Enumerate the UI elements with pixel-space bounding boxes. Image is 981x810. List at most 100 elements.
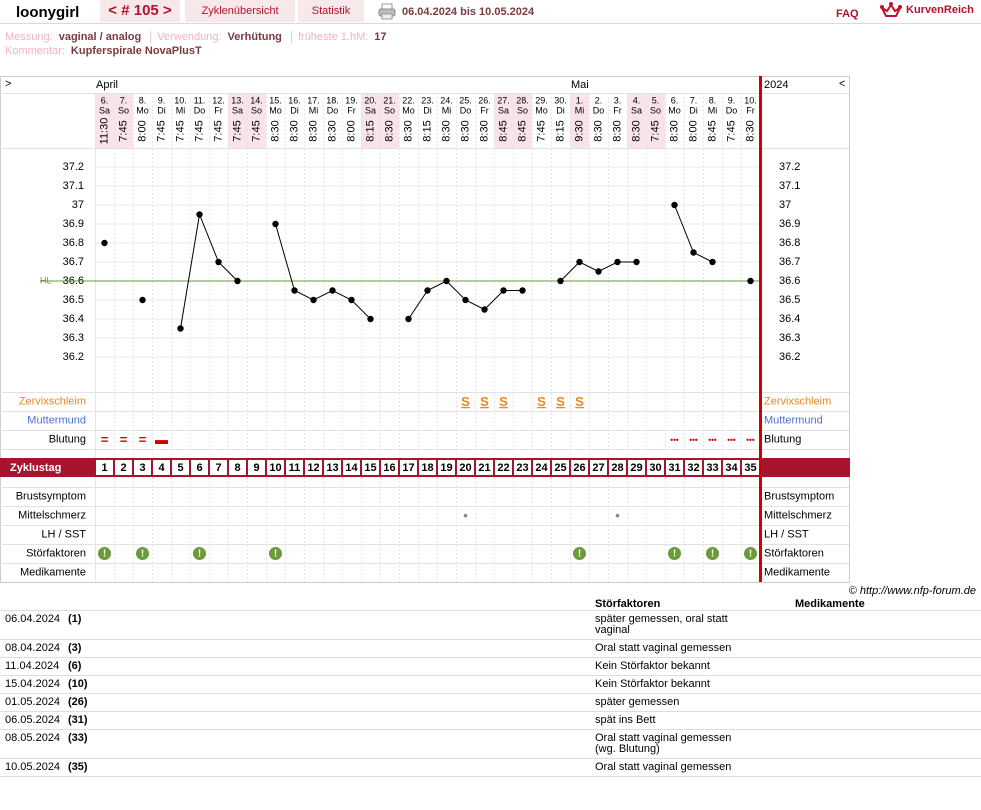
interference-icon bbox=[98, 547, 111, 560]
comment-line: Kommentar: Kupferspirale NovaPlusT bbox=[5, 45, 202, 57]
day-date: 10. bbox=[174, 95, 187, 105]
notes-row: 10.05.2024 (35) Oral statt vaginal gemesse… bbox=[0, 759, 981, 777]
note-date: 15.04.2024 bbox=[5, 678, 61, 690]
tab[interactable]: Statistik bbox=[298, 0, 364, 22]
day-date: 4. bbox=[633, 95, 641, 105]
cycle-cell bbox=[419, 460, 436, 475]
day-date: 23. bbox=[421, 95, 434, 105]
day-time: 7:45 bbox=[231, 120, 243, 141]
temperature-point bbox=[614, 258, 621, 266]
day-weekday: Do bbox=[194, 105, 206, 115]
note-date: 06.04.2024 bbox=[5, 613, 61, 625]
cycle-day: 16 bbox=[383, 462, 395, 474]
month-label: April bbox=[96, 79, 118, 91]
cycle-day: 33 bbox=[706, 462, 718, 474]
symptom-mark: S bbox=[556, 394, 565, 409]
cycle-cell bbox=[229, 460, 246, 475]
nav-arrow[interactable]: > bbox=[5, 78, 11, 90]
row-label: Störfaktoren bbox=[764, 547, 824, 559]
value: vaginal / analog bbox=[58, 31, 142, 43]
temperature-point bbox=[196, 211, 203, 218]
y-tick-label: 36.6 bbox=[779, 275, 800, 287]
row-label: LH / SST bbox=[41, 528, 86, 540]
cycle-cell bbox=[267, 460, 284, 475]
cycle-cell bbox=[286, 460, 303, 475]
cycle-cell bbox=[305, 460, 322, 475]
nav-arrow[interactable]: < bbox=[839, 78, 845, 90]
day-time: 8:30 bbox=[383, 120, 395, 141]
cycle-cell bbox=[723, 460, 740, 475]
interference-mark: ! bbox=[673, 549, 676, 560]
symptom-mark: ••• bbox=[689, 436, 698, 445]
note-text: Kein Störfaktor bekannt bbox=[595, 678, 710, 690]
cycle-day: 27 bbox=[592, 462, 604, 474]
interference-mark: ! bbox=[198, 549, 201, 560]
row-label: Medikamente bbox=[764, 566, 830, 578]
cycle-day: 3 bbox=[139, 462, 145, 474]
cycle-cell bbox=[438, 460, 455, 475]
symptom-mark: ••• bbox=[746, 436, 755, 445]
cycle-cell bbox=[324, 460, 341, 475]
print-icon[interactable] bbox=[378, 3, 396, 20]
day-weekday: Sa bbox=[631, 105, 642, 115]
day-highlight bbox=[513, 93, 532, 148]
day-date: 30. bbox=[554, 95, 567, 105]
symptom-mark: ••• bbox=[708, 436, 717, 445]
note-text: spät ins Bett bbox=[595, 714, 656, 726]
row-label: Medikamente bbox=[20, 566, 86, 578]
note-day: (10) bbox=[68, 678, 88, 690]
day-date: 1. bbox=[576, 95, 584, 105]
day-time: 8:30 bbox=[592, 120, 604, 141]
interference-mark: ! bbox=[711, 549, 714, 560]
cycle-day: 15 bbox=[364, 462, 376, 474]
cycle-day: 2 bbox=[120, 462, 126, 474]
y-tick-label: 36.9 bbox=[779, 218, 800, 230]
temperature-point bbox=[101, 239, 108, 247]
day-date: 10. bbox=[744, 95, 757, 105]
cycle-cell bbox=[609, 460, 626, 475]
note-text: Oral statt vaginal gemessen (wg. Blutung… bbox=[595, 732, 732, 755]
day-weekday: Fr bbox=[214, 105, 223, 115]
note-day: (33) bbox=[68, 732, 88, 744]
day-weekday: Mo bbox=[668, 105, 681, 115]
copyright: © http://www.nfp-forum.de bbox=[848, 585, 976, 597]
note-date: 08.04.2024 bbox=[5, 642, 61, 654]
day-time: 7:45 bbox=[117, 120, 129, 141]
year: 2024 bbox=[764, 79, 788, 91]
notes-table: 06.04.2024 (1) später gemessen, oral statt… bbox=[0, 610, 981, 777]
cycle-nav[interactable]: < # 105 > bbox=[100, 0, 180, 22]
cycle-day: 26 bbox=[573, 462, 585, 474]
day-weekday: Mo bbox=[136, 105, 149, 115]
day-date: 9. bbox=[158, 95, 166, 105]
day-time: 7:45 bbox=[250, 120, 262, 141]
hl-label: HL bbox=[40, 275, 52, 285]
day-time: 8:15 bbox=[554, 120, 566, 141]
user-name: loonygirl bbox=[16, 4, 80, 21]
note-date: 10.05.2024 bbox=[5, 761, 61, 773]
cycle-cell bbox=[704, 460, 721, 475]
logo[interactable]: KurvenReich bbox=[906, 4, 974, 16]
interference-icon bbox=[744, 547, 757, 560]
cycle-cell bbox=[647, 460, 664, 475]
y-tick-label: 37.1 bbox=[63, 180, 84, 192]
day-weekday: Fr bbox=[480, 105, 489, 115]
row-label: Zervixschleim bbox=[764, 395, 831, 407]
day-date: 12. bbox=[212, 95, 225, 105]
faq-link[interactable]: FAQ bbox=[836, 8, 859, 20]
y-tick-label: 37.1 bbox=[779, 180, 800, 192]
day-highlight bbox=[114, 93, 133, 148]
notes-row: 06.05.2024 (31) spät ins Bett bbox=[0, 712, 981, 730]
symptom-mark: = bbox=[120, 432, 128, 447]
temperature-point bbox=[234, 277, 241, 285]
cycle-day: 7 bbox=[215, 462, 221, 474]
day-time: 7:45 bbox=[725, 120, 737, 141]
day-weekday: Di bbox=[423, 105, 432, 115]
day-date: 6. bbox=[101, 95, 109, 105]
tab[interactable]: Zyklenübersicht bbox=[185, 0, 295, 22]
day-time: 8:45 bbox=[497, 120, 509, 141]
cycle-cell bbox=[514, 460, 531, 475]
day-time: 9:30 bbox=[573, 120, 585, 141]
cycle-day: 1 bbox=[101, 462, 107, 474]
cycle-cell bbox=[590, 460, 607, 475]
cycle-cell bbox=[685, 460, 702, 475]
